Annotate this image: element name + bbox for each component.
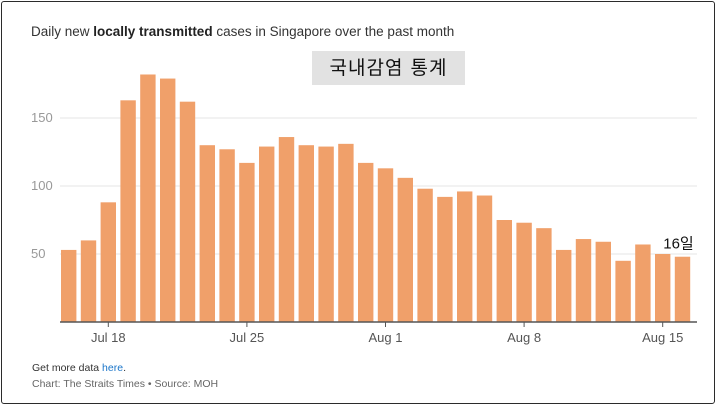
x-tick-label: Aug 8 [507, 330, 541, 345]
footer-more-data: Get more data here. [32, 362, 126, 374]
bar-aug-16 [674, 256, 691, 322]
bar-jul-23 [199, 145, 215, 322]
bar-jul-30 [338, 143, 354, 322]
bar-aug-13 [615, 260, 631, 322]
x-tick-label: Aug 15 [642, 330, 683, 345]
bar-jul-29 [318, 146, 334, 322]
y-tick-label: 50 [31, 246, 45, 261]
bar-aug-14 [635, 244, 651, 322]
bar-aug-2 [397, 177, 413, 322]
last-bar-annotation: 16일 [663, 236, 694, 253]
bar-aug-4 [437, 196, 453, 322]
footer-source: Chart: The Straits Times • Source: MOH [32, 378, 219, 390]
bar-aug-9 [536, 228, 552, 322]
x-tick-label: Aug 1 [369, 330, 403, 345]
bar-aug-5 [457, 191, 473, 322]
bar-jul-24 [219, 149, 235, 322]
bar-jul-31 [358, 162, 374, 322]
bar-chart: 50 100 150 Jul 18 Jul 25 Aug 1 Aug 8 Aug 15 16일 [31, 74, 697, 345]
bar-aug-7 [496, 220, 512, 322]
title-suffix: cases in Singapore over the past month [212, 24, 455, 39]
bar-jul-25 [239, 162, 255, 322]
x-tick-label: Jul 25 [230, 330, 265, 345]
bar-layer [61, 74, 691, 323]
footer-more-prefix: Get more data [32, 362, 103, 374]
bar-jul-19 [120, 100, 136, 322]
bar-aug-1 [377, 168, 394, 322]
title-prefix: Daily new [31, 24, 94, 39]
bar-jul-28 [298, 145, 314, 322]
bar-jul-21 [160, 78, 176, 322]
overlay-label: 국내감염 통계 [312, 51, 465, 85]
footer-more-link[interactable]: here [102, 362, 124, 374]
bar-jul-17 [80, 240, 97, 322]
bar-aug-3 [417, 188, 433, 322]
bar-jul-20 [140, 74, 156, 322]
label-layer: 50 100 150 Jul 18 Jul 25 Aug 1 Aug 8 Aug 15 16일 [31, 110, 694, 345]
bar-aug-15 [655, 254, 671, 322]
bar-jul-26 [259, 146, 275, 322]
footer-more-suffix: . [123, 362, 126, 374]
bar-aug-10 [556, 249, 572, 322]
bar-aug-11 [575, 239, 592, 322]
bar-jul-18 [100, 202, 116, 322]
axis-layer [60, 321, 697, 327]
bar-aug-8 [516, 222, 532, 322]
chart-title: Daily new locally transmitted cases in S… [31, 24, 454, 39]
bar-jul-16 [61, 249, 77, 322]
bar-jul-22 [179, 101, 196, 323]
x-tick-label: Jul 18 [91, 330, 126, 345]
y-tick-label: 150 [31, 110, 53, 125]
title-bold: locally transmitted [93, 24, 213, 39]
bar-aug-12 [595, 241, 611, 322]
y-tick-label: 100 [31, 178, 53, 193]
bar-aug-6 [476, 195, 493, 322]
bar-jul-27 [278, 137, 295, 322]
